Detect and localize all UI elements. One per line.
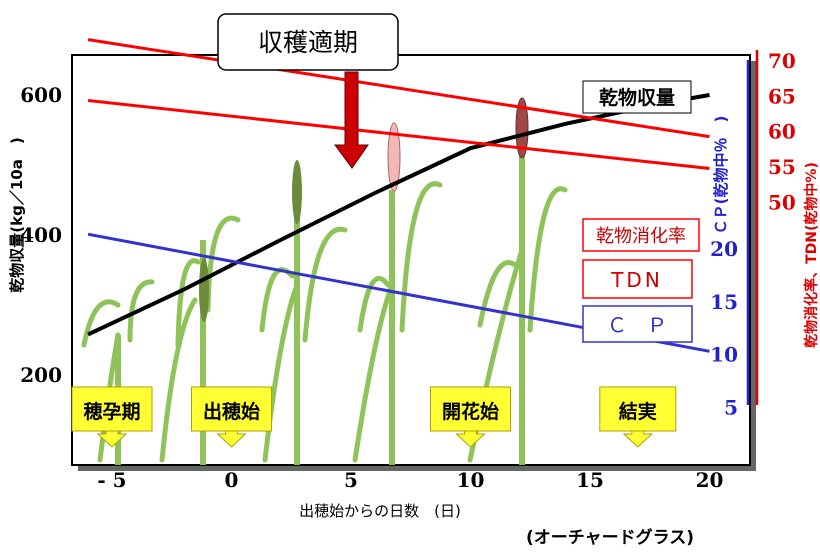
- stage-label: 開花始: [442, 400, 499, 423]
- y-axis-label: 乾物収量(kg／10a ): [8, 137, 26, 292]
- y-left-tick-label: 400: [20, 223, 62, 247]
- stage-box: [430, 386, 511, 432]
- tdn-tick-label: 55: [768, 155, 796, 179]
- tdn-tick-label: 65: [768, 84, 796, 108]
- x-tick-label: 20: [696, 468, 724, 492]
- x-axis-label: 出穂始からの日数 (日): [299, 502, 461, 520]
- grass-leaf: [81, 299, 121, 348]
- series-label-cp: Ｃ Ｐ: [607, 313, 667, 337]
- cp-tick-label: 5: [724, 395, 738, 419]
- grass-ear: [199, 258, 209, 322]
- grass-leaf: [175, 258, 201, 348]
- grass-leaf: [127, 279, 155, 343]
- grass-ear-seed: [515, 97, 529, 159]
- stage-arrow: [455, 430, 486, 448]
- grass-ear: [292, 160, 302, 224]
- x-tick-label: 15: [576, 468, 604, 492]
- grass-leaf: [527, 186, 568, 333]
- grass-leaf: [477, 260, 518, 328]
- stage-arrow: [96, 430, 128, 448]
- series-line-digestibility: [87, 38, 710, 139]
- series-label-tdn: TDN: [610, 268, 663, 292]
- species-note: (オーチャードグラス): [526, 527, 694, 548]
- x-tick-label: - 5: [97, 468, 126, 492]
- label-box-cp: [582, 305, 693, 343]
- harvest-box: [217, 13, 399, 71]
- harvest-arrow: [334, 71, 369, 169]
- series-label-dry-matter-yield: 乾物収量: [599, 86, 675, 109]
- stage-label: 結実: [619, 400, 657, 423]
- stage-box: [191, 386, 272, 432]
- grass-leaf: [352, 282, 395, 463]
- tdn-axis-label: 乾物消化率、TDN(乾物中%): [803, 162, 820, 348]
- grass-leaf: [302, 226, 348, 343]
- grass-ear-flower: [387, 122, 401, 192]
- x-tick-label: 10: [457, 468, 485, 492]
- stage-arrow: [622, 430, 654, 448]
- label-box-yield: [582, 80, 692, 114]
- x-tick-label: 5: [344, 468, 358, 492]
- cp-tick-label: 20: [710, 237, 738, 261]
- grass-leaf: [159, 297, 198, 463]
- cp-tick-label: 15: [710, 290, 738, 314]
- stage-arrow: [216, 430, 247, 448]
- cp-axis-label: ＣＰ(乾物中％ ): [712, 116, 730, 235]
- stage-label: 穂孕期: [83, 400, 140, 423]
- label-box-digestibility: [582, 218, 700, 252]
- y-left-tick-label: 600: [20, 83, 62, 107]
- series-label-digestibility: 乾物消化率: [596, 226, 686, 247]
- stage-box: [71, 386, 153, 432]
- tdn-tick-label: 70: [768, 49, 796, 73]
- y-left-tick-label: 200: [20, 363, 62, 387]
- grass-leaf: [357, 276, 391, 333]
- stage-label: 出穂始: [203, 400, 260, 423]
- label-box-tdn: [582, 259, 693, 299]
- x-tick-label: 0: [225, 468, 239, 492]
- tdn-tick-label: 60: [768, 120, 796, 144]
- harvest-label: 収穫適期: [258, 28, 358, 57]
- cp-tick-label: 10: [710, 343, 738, 367]
- tdn-tick-label: 50: [768, 191, 796, 215]
- series-line-tdn: [87, 99, 710, 171]
